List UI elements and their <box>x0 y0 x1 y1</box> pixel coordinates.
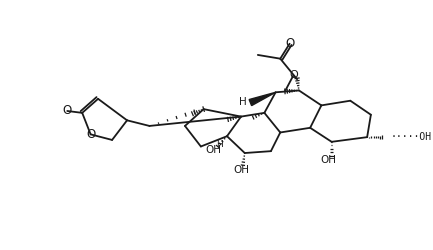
Text: H: H <box>216 140 223 149</box>
Text: O: O <box>63 104 72 118</box>
Text: O: O <box>285 37 294 50</box>
Polygon shape <box>249 92 275 106</box>
Text: O: O <box>289 70 298 81</box>
Text: OH: OH <box>321 154 337 164</box>
Text: ·····OH: ·····OH <box>391 132 432 142</box>
Text: O: O <box>86 128 95 141</box>
Text: H: H <box>239 97 247 107</box>
Text: OH: OH <box>205 145 221 155</box>
Text: OH: OH <box>233 165 249 175</box>
